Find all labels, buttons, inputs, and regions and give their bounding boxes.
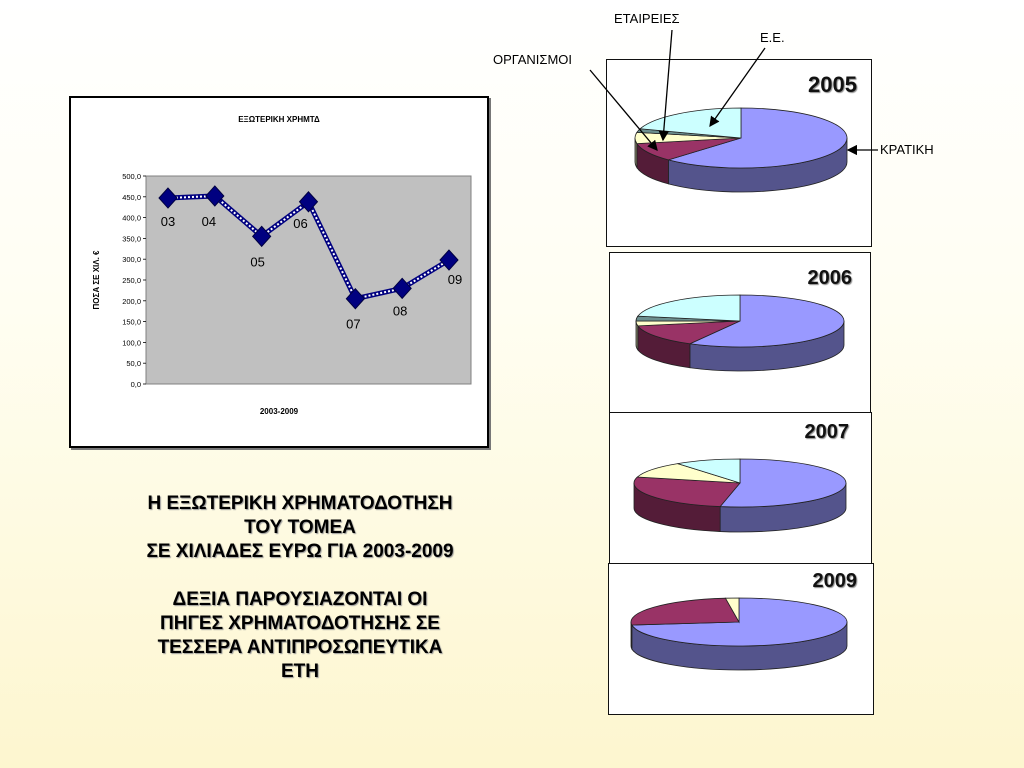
- caption-line: ΤΟΥ ΤΟΜΕΑ: [244, 517, 356, 538]
- pie-slice: [637, 294, 741, 322]
- y-tick-label: 100,0: [122, 338, 141, 347]
- pie-box-2006: 2006: [609, 252, 871, 414]
- data-point: [158, 187, 178, 209]
- callout-kratiki: ΚΡΑΤΙΚΗ: [880, 142, 934, 157]
- pie-box-2005: 2005: [606, 59, 872, 247]
- pie-box-2009: 2009: [608, 563, 874, 715]
- caption-line: ΣΕ ΧΙΛΙΑΔΕΣ ΕΥΡΩ ΓΙΑ 2003-2009: [146, 541, 454, 562]
- pie-year-label: 2006: [807, 267, 853, 289]
- y-tick-label: 200,0: [122, 297, 141, 306]
- pie-year-label: 2009: [812, 570, 858, 592]
- pie-slice-side: [630, 621, 633, 651]
- callout-etaireies: ΕΤΑΙΡΕΙΕΣ: [614, 11, 680, 26]
- pie-slice: [724, 597, 740, 624]
- line-chart: ΕΞΩΤΕΡΙΚΗ ΧΡΗΜΤΔ 2003-2009 ΠΟΣΑ ΣΕ ΧΙΛ. € 0…: [92, 115, 472, 416]
- line-chart-frame: ΕΞΩΤΕΡΙΚΗ ΧΡΗΜΤΔ 2003-2009 ΠΟΣΑ ΣΕ ΧΙΛ. € 0…: [69, 96, 489, 448]
- pie-box-2007: 2007: [609, 412, 872, 564]
- data-point: [439, 249, 459, 271]
- caption-line: ΤΕΣΣΕΡΑ ΑΝΤΙΠΡΟΣΩΠΕΥΤΙΚΑ: [157, 637, 443, 658]
- pie-slice: [666, 107, 848, 169]
- y-axis-title: ΠΟΣΑ ΣΕ ΧΙΛ. €: [92, 250, 101, 310]
- data-point-label: 03: [161, 214, 175, 229]
- callout-organismoi: ΟΡΓΑΝΙΣΜΟΙ: [493, 52, 573, 67]
- data-point-label: 04: [202, 214, 216, 229]
- y-tick-label: 150,0: [122, 318, 141, 327]
- pie-chart-2007: [633, 458, 847, 533]
- pie-chart-2009: [630, 597, 848, 671]
- data-point-label: 08: [393, 303, 407, 318]
- data-point: [251, 225, 272, 248]
- y-tick-label: 0,0: [131, 380, 141, 389]
- pie-slice: [637, 320, 741, 345]
- y-tick-label: 500,0: [122, 172, 141, 181]
- data-point-label: 06: [293, 216, 307, 231]
- data-point: [345, 287, 366, 310]
- x-axis-title: 2003-2009: [260, 407, 299, 416]
- data-point-label: 05: [250, 254, 264, 269]
- pie-slice: [688, 294, 845, 348]
- pie-slice: [630, 597, 740, 626]
- caption-line: Η ΕΞΩΤΕΡΙΚΗ ΧΡΗΜΑΤΟΔΟΤΗΣΗ: [147, 493, 453, 514]
- y-tick-label: 450,0: [122, 193, 141, 202]
- data-point: [298, 191, 319, 213]
- data-point: [392, 277, 412, 300]
- y-tick-label: 300,0: [122, 255, 141, 264]
- pie-year-label: 2007: [804, 421, 850, 443]
- caption-line: ΕΤΗ: [281, 661, 319, 682]
- y-tick-label: 250,0: [122, 276, 141, 285]
- data-point-label: 09: [448, 272, 462, 287]
- callout-ee: Ε.Ε.: [760, 30, 785, 45]
- y-tick-label: 50,0: [126, 359, 141, 368]
- pie-slice: [719, 458, 847, 508]
- pie-slice: [677, 458, 741, 484]
- y-tick-label: 350,0: [122, 234, 141, 243]
- pie-slice: [636, 463, 741, 484]
- pie-chart-2006: [635, 294, 845, 372]
- pie-slice: [633, 476, 741, 507]
- caption-line: ΔΕΞΙΑ ΠΑΡΟΥΣΙΑΖΟΝΤΑΙ ΟΙ: [172, 589, 428, 610]
- y-tick-label: 400,0: [122, 214, 141, 223]
- data-point-label: 07: [346, 317, 360, 332]
- chart-title: ΕΞΩΤΕΡΙΚΗ ΧΡΗΜΤΔ: [238, 115, 320, 124]
- caption-line: ΠΗΓΕΣ ΧΡΗΜΑΤΟΔΟΤΗΣΗΣ ΣΕ: [160, 613, 440, 634]
- data-point: [205, 185, 225, 207]
- pie-year-label: 2005: [808, 72, 857, 97]
- caption-block: Η ΕΞΩΤΕΡΙΚΗ ΧΡΗΜΑΤΟΔΟΤΗΣΗ ΤΟΥ ΤΟΜΕΑ ΣΕ Χ…: [40, 492, 560, 684]
